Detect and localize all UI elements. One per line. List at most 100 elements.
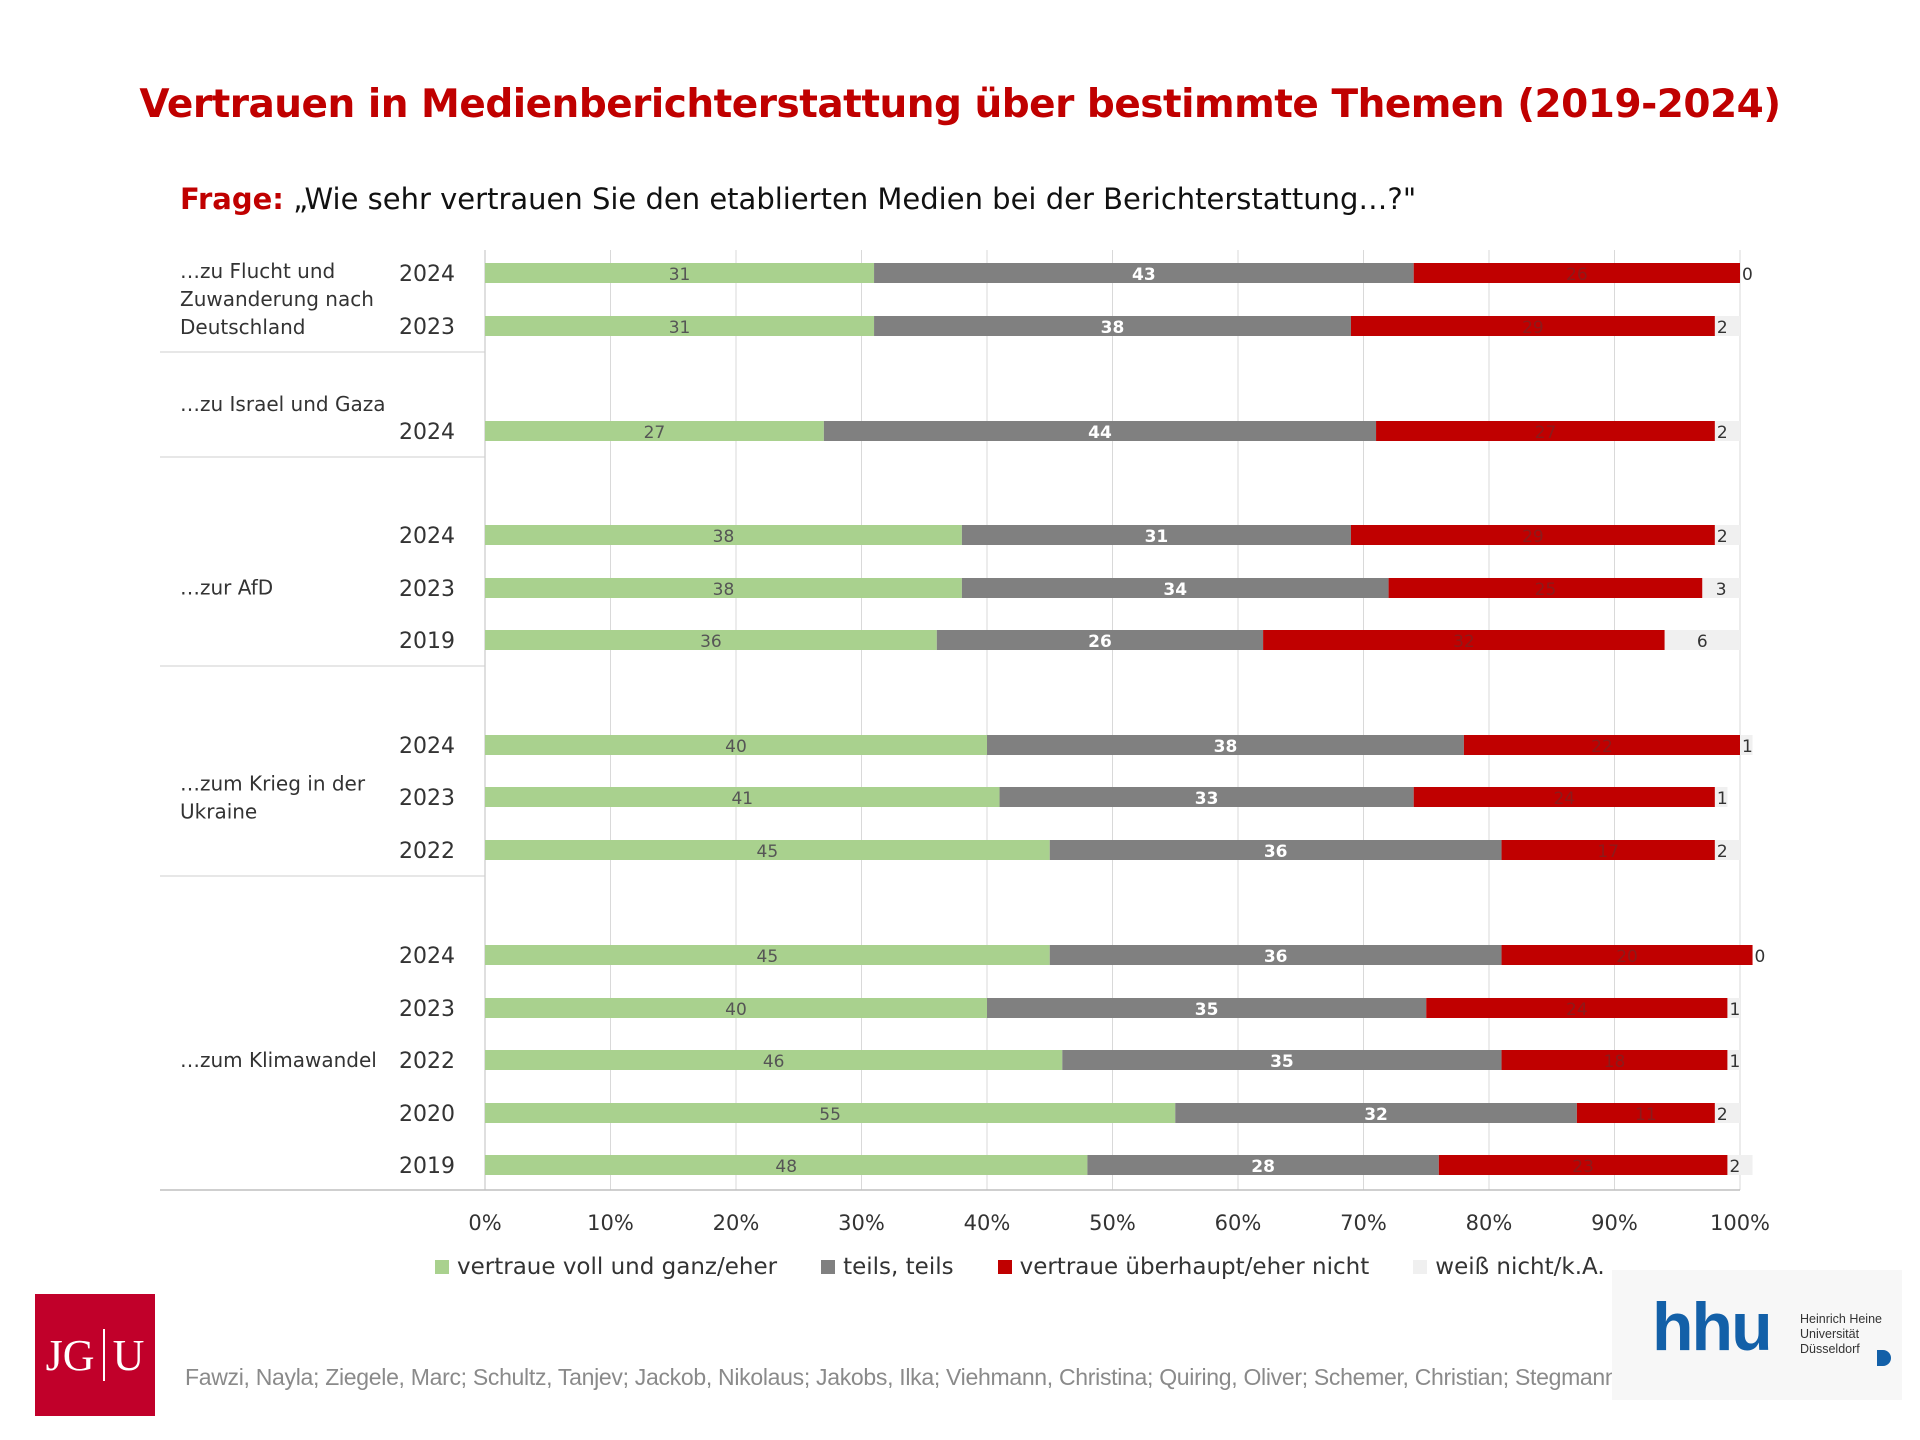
x-tick-label: 70%: [1340, 1211, 1387, 1235]
bar-segment-distrust: [1501, 945, 1753, 965]
category-label: …zu Israel und Gaza: [180, 392, 385, 416]
year-label: 2023: [399, 997, 455, 1022]
bar-segment-trust: [485, 630, 937, 650]
data-label: 1: [1742, 737, 1753, 757]
data-label: 2: [1729, 1157, 1740, 1177]
legend-swatch-partly: [821, 1260, 836, 1274]
bar-segment-distrust: [1576, 1103, 1715, 1123]
x-tick-label: 100%: [1710, 1211, 1770, 1235]
bar-segment-distrust: [1263, 630, 1665, 650]
data-label: 11: [1635, 1105, 1657, 1125]
data-label: 31: [669, 318, 691, 338]
bar-segment-trust: [485, 840, 1050, 860]
chart-legend: vertraue voll und ganz/eher teils, teils…: [435, 1254, 1605, 1280]
bar-segment-trust: [485, 945, 1050, 965]
x-tick-label: 50%: [1089, 1211, 1136, 1235]
data-label: 40: [725, 1000, 747, 1020]
data-label: 31: [1145, 527, 1169, 547]
data-label: 27: [1535, 423, 1557, 443]
year-label: 2024: [399, 944, 455, 969]
bar-segment-dontknow: [1727, 998, 1740, 1018]
bar-segment-dontknow: [1727, 1050, 1740, 1070]
bar-segment-trust: [485, 998, 987, 1018]
bar-segment-distrust: [1376, 421, 1715, 441]
question: Frage: „Wie sehr vertrauen Sie den etabl…: [180, 182, 1416, 216]
year-label: 2020: [399, 1102, 455, 1127]
bar-segment-distrust: [1388, 578, 1703, 598]
data-label: 1: [1729, 1052, 1740, 1072]
data-label: 32: [1364, 1105, 1388, 1125]
legend-swatch-trust: [435, 1260, 449, 1274]
legend-label-dontknow: weiß nicht/k.A.: [1435, 1254, 1605, 1280]
data-label: 29: [1522, 318, 1544, 338]
year-label: 2023: [399, 786, 455, 811]
category-label: Deutschland: [180, 315, 306, 339]
bar-segment-partly: [1087, 1155, 1439, 1175]
data-label: 6: [1697, 632, 1708, 652]
data-label: 0: [1742, 265, 1753, 285]
bar-segment-distrust: [1350, 316, 1715, 336]
data-label: 17: [1597, 842, 1619, 862]
bar-segment-trust: [485, 1050, 1063, 1070]
bar-segment-dontknow: [1714, 421, 1740, 441]
data-label: 40: [725, 737, 747, 757]
bar-segment-dontknow: [1714, 787, 1728, 807]
category-label: …zum Krieg in der: [180, 772, 366, 796]
year-label: 2024: [399, 420, 455, 445]
data-label: 29: [1522, 527, 1544, 547]
jgu-logo: JG U: [35, 1294, 155, 1416]
x-tick-label: 40%: [964, 1211, 1011, 1235]
bar-segment-partly: [961, 578, 1389, 598]
data-label: 28: [1251, 1157, 1275, 1177]
x-tick-label: 10%: [587, 1211, 634, 1235]
data-label: 38: [1101, 318, 1125, 338]
data-label: 31: [669, 265, 691, 285]
data-label: 2: [1717, 1105, 1728, 1125]
data-label: 33: [1195, 789, 1219, 809]
data-label: 45: [757, 842, 779, 862]
bar-segment-partly: [1049, 945, 1502, 965]
data-label: 20: [1616, 947, 1638, 967]
bar-segment-dontknow: [1714, 316, 1740, 336]
bar-segment-trust: [485, 263, 875, 283]
x-tick-label: 0%: [468, 1211, 501, 1235]
year-label: 2024: [399, 734, 455, 759]
data-label: 36: [1264, 947, 1288, 967]
legend-label-trust: vertraue voll und ganz/eher: [457, 1254, 778, 1280]
hhu-logo-line: Düsseldorf: [1800, 1342, 1860, 1356]
bar-segment-partly: [874, 263, 1414, 283]
bar-segment-trust: [485, 735, 987, 755]
hhu-logo-line: Universität: [1800, 1327, 1860, 1341]
bar-segment-partly: [961, 525, 1351, 545]
data-label: 22: [1591, 737, 1613, 757]
data-label: 27: [644, 423, 666, 443]
data-label: 2: [1717, 842, 1728, 862]
data-label: 36: [700, 632, 722, 652]
data-label: 35: [1270, 1052, 1294, 1072]
data-label: 1: [1729, 1000, 1740, 1020]
bar-segment-distrust: [1426, 998, 1728, 1018]
data-label: 26: [1566, 265, 1588, 285]
data-label: 38: [713, 527, 735, 547]
data-label: 55: [819, 1105, 841, 1125]
bar-segment-dontknow: [1727, 1155, 1753, 1175]
bar-segment-dontknow: [1664, 630, 1740, 650]
year-label: 2019: [399, 1154, 455, 1179]
legend-item-distrust: vertraue überhaupt/eher nicht: [997, 1254, 1369, 1280]
jgu-logo-left: JG: [45, 1330, 95, 1380]
data-label: 24: [1566, 1000, 1588, 1020]
data-label: 41: [731, 789, 753, 809]
data-label: 38: [713, 580, 735, 600]
year-label: 2024: [399, 262, 455, 287]
data-label: 3: [1716, 580, 1727, 600]
bar-segment-partly: [1062, 1050, 1502, 1070]
question-text: „Wie sehr vertrauen Sie den etablierten …: [293, 182, 1417, 216]
bar-segment-partly: [987, 998, 1427, 1018]
x-tick-label: 30%: [838, 1211, 885, 1235]
stacked-bar-chart: 0% 10% 20% 30% 40% 50% 60% 70% 80% 90% 100% …zu Flu…: [160, 250, 1770, 1235]
hhu-logo: hhu Heinrich Heine Universität Düsseldor…: [1612, 1270, 1902, 1400]
bar-segment-distrust: [1501, 1050, 1728, 1070]
bar-segment-dontknow: [1702, 578, 1740, 598]
bar-segment-distrust: [1501, 840, 1715, 860]
data-label: 1: [1717, 789, 1728, 809]
